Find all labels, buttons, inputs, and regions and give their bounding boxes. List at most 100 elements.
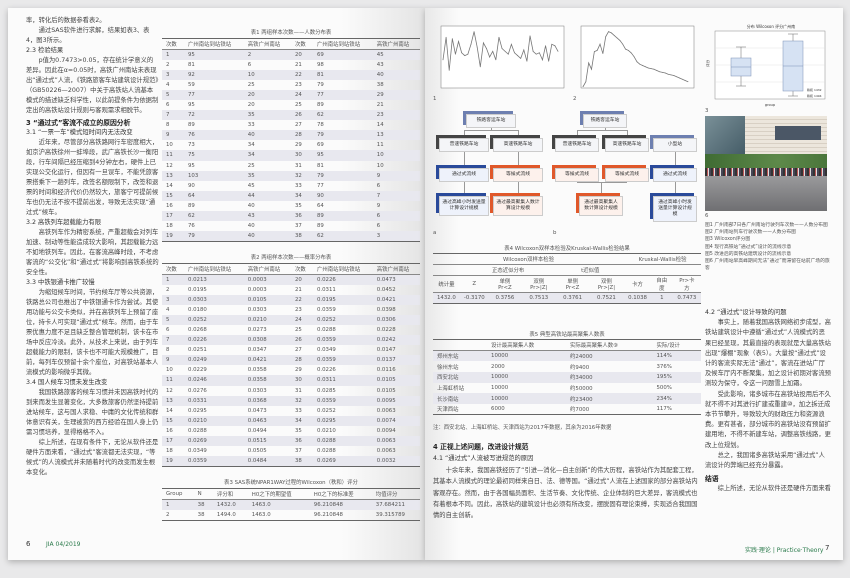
table-cell: 89	[187, 122, 195, 129]
table-row: 10 0.0229 0.0358 29 0.0226 0.0116	[162, 365, 420, 375]
table-row: 9 0.0249 0.0421 28 0.0359 0.0137	[162, 355, 420, 366]
data-point	[608, 31, 609, 33]
table-cell: 16	[166, 427, 173, 434]
table-cell: 0.0094	[376, 427, 396, 434]
table-cell: 20	[247, 102, 255, 109]
table-cell: 14	[166, 182, 173, 189]
table-cell: 0.0306	[372, 314, 420, 325]
table-cell: 81	[312, 69, 373, 80]
table-cell: 0.0349	[316, 347, 336, 354]
table-cell: 33	[294, 182, 302, 189]
table-cell: 34	[247, 142, 255, 149]
table-row: 11 0.0246 0.0358 30 0.0311 0.0105	[162, 375, 420, 386]
table-cell: 11	[376, 142, 384, 149]
data-point	[542, 59, 543, 61]
table-cell: 0.0105	[243, 294, 291, 305]
table-cell: 1494.0	[216, 512, 236, 519]
page-number: 6	[26, 540, 31, 548]
table-cell: 1	[650, 292, 673, 304]
section-heading: 4.1 “通过式”人流被写进规范的原因	[433, 455, 534, 463]
table-cell: 81	[316, 162, 324, 169]
table-cell: 9	[372, 170, 420, 181]
table-cell: 0.0251	[187, 347, 207, 354]
table-cell: 0.0331	[183, 395, 244, 406]
table-row: 16 0.0288 0.0494 35 0.0210 0.0094	[162, 426, 420, 436]
table-cell: 29	[372, 89, 420, 100]
table-cell: 11	[162, 375, 184, 386]
table-row: 1 0.0213 0.0003 20 0.0226 0.0473	[162, 274, 420, 285]
journal-footer: 实践·理论 | Practice·Theory	[745, 547, 824, 554]
table-cell: 0.0463	[243, 415, 291, 426]
table-cell: 59	[187, 81, 195, 88]
table-cell: 约9400	[570, 364, 590, 371]
table-cell: 10000	[487, 393, 567, 404]
table-cell: 0.3761	[556, 292, 589, 304]
table-cell: 0.0311	[312, 375, 373, 386]
table-cell: 95	[187, 102, 195, 109]
data-point	[470, 43, 472, 45]
table-cell: 0.0137	[372, 355, 420, 366]
data-point	[602, 53, 604, 54]
fig3-legend-1: 秩和 1432	[807, 87, 822, 92]
table-cell: 0.0210	[316, 427, 336, 434]
table-cell: 96.210848	[313, 512, 343, 519]
table-cell: 0.0505	[247, 448, 267, 455]
table5: 设计最高聚集人数 实际最高聚集人数⑨ 实际/设计 郑州东站 10000 约24000 114…	[433, 339, 701, 416]
table-cell: 37	[294, 448, 302, 455]
table5-caption: 表5 典型高铁站最高聚集人数表	[529, 332, 605, 338]
table-cell: 0.0095	[372, 395, 420, 406]
table-cell: 5	[162, 314, 184, 325]
table-row: 13 103 35 32 79 9	[162, 170, 420, 181]
table-cell: 31	[294, 162, 302, 169]
table-cell: 0.0246	[183, 375, 244, 386]
table-cell: 28	[290, 355, 313, 366]
table-cell: 0.0273	[247, 327, 267, 334]
table-cell: 0.7473	[672, 292, 701, 304]
table-cell: 0.0252	[183, 314, 244, 325]
table-cell: 6	[376, 223, 381, 230]
figure-1-label: 1	[433, 96, 437, 102]
table-cell: 1	[162, 274, 184, 285]
table-row: 17 0.0269 0.0515 36 0.0288 0.0063	[162, 436, 420, 447]
table-cell: 0.0288	[312, 436, 373, 447]
table-cell: 0.0074	[372, 415, 420, 426]
table-row: 长沙南站 10000 约23400 234%	[433, 393, 701, 404]
table-cell: 14	[166, 407, 173, 414]
table-cell: 0.0473	[372, 274, 420, 285]
table-cell: 64	[183, 190, 244, 201]
table-cell: 0.0226	[183, 335, 244, 346]
table-cell: 0.0359	[312, 395, 373, 406]
table-cell: 69	[312, 49, 373, 60]
table-header: 次数 广州南站到站铁站 高铁广州南站 次数 广州南站到站铁站 高铁广州南站	[162, 38, 420, 50]
table-cell: 2	[166, 286, 170, 293]
data-point	[596, 50, 598, 51]
table-row: 7 72 35 26 62 23	[162, 110, 420, 121]
table-cell: 1	[162, 499, 194, 511]
table5-note: 注：西安北站、上海虹桥站、天津西站为2017年数据，其余为2016年数据	[433, 425, 612, 431]
table-cell: 4	[166, 306, 170, 313]
data-point	[622, 43, 624, 45]
table-cell: 0.0003	[247, 286, 267, 293]
table-cell: 23	[372, 110, 420, 121]
paragraph: 受此影响，诸多城市在高铁站投用后不久就不得不对其进行扩建或重建⑩，加之拆迁成本节…	[705, 390, 831, 449]
data-point	[545, 45, 546, 47]
data-point	[593, 51, 595, 53]
table-cell: 38	[193, 499, 213, 511]
table-cell: 10000	[491, 384, 509, 391]
table-cell: 西安北站	[433, 371, 488, 383]
table-cell: 0.0063	[372, 436, 420, 447]
data-point	[529, 35, 531, 37]
data-point	[507, 53, 509, 55]
table-cell: 0.0003	[243, 274, 291, 285]
table-cell: 376%	[656, 363, 672, 370]
table-cell: 92	[183, 69, 244, 80]
data-point	[662, 71, 663, 73]
figure-4b-diagram: 铁路客运车站 普速铁路车站 高速铁路车站 小型站 等候式流线 等候式流线 通过式流线 通过最高…	[549, 112, 699, 224]
figure-3-box-plot: 分布 Wilcoxon 评分广州南 秩和 1432 秩和 1494 group …	[705, 23, 826, 107]
table-cell: 1463.0	[251, 512, 271, 519]
table-cell: 13	[162, 170, 184, 181]
table-cell: 79	[312, 170, 373, 181]
table-cell: 15	[162, 415, 184, 426]
table-cell: 9	[376, 202, 381, 209]
data-point	[670, 74, 672, 76]
